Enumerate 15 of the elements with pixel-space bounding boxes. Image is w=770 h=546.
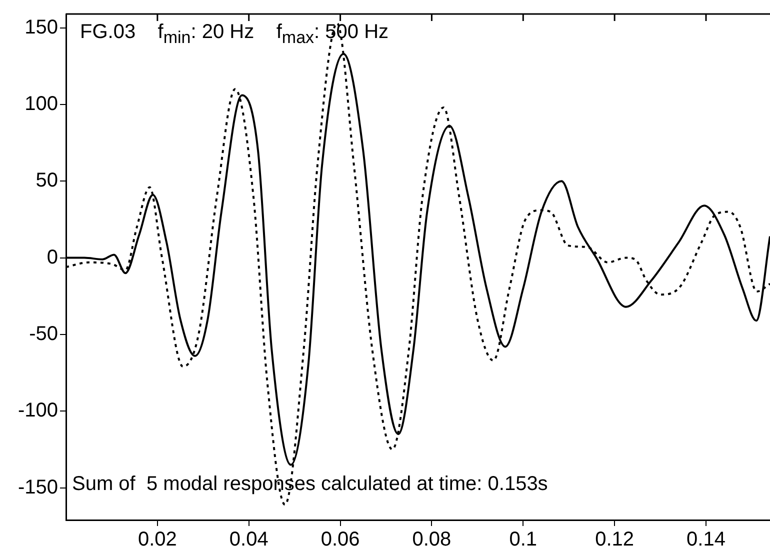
y-tick-label: 100 (24, 92, 58, 115)
y-tick-label: 150 (24, 16, 58, 38)
x-tick-label: 0.1 (509, 528, 538, 546)
x-tick-label: 0.06 (320, 528, 360, 546)
y-tick-label: -150 (18, 476, 58, 498)
y-tick-label: -50 (29, 322, 58, 345)
x-tick-label: 0.04 (229, 528, 268, 546)
x-tick-label: 0.14 (686, 528, 726, 546)
y-tick-label: 0 (46, 246, 58, 268)
y-tick-label: 50 (36, 170, 58, 192)
x-tick-label: 0.12 (595, 528, 634, 546)
x-tick-label: 0.08 (412, 528, 452, 546)
y-tick-label: -100 (18, 400, 58, 422)
x-tick-label: 0.02 (138, 528, 177, 546)
annotation: FG.03 f$_{min}$: 20 Hz f$_{max}$: 500 Hz (80, 21, 389, 47)
